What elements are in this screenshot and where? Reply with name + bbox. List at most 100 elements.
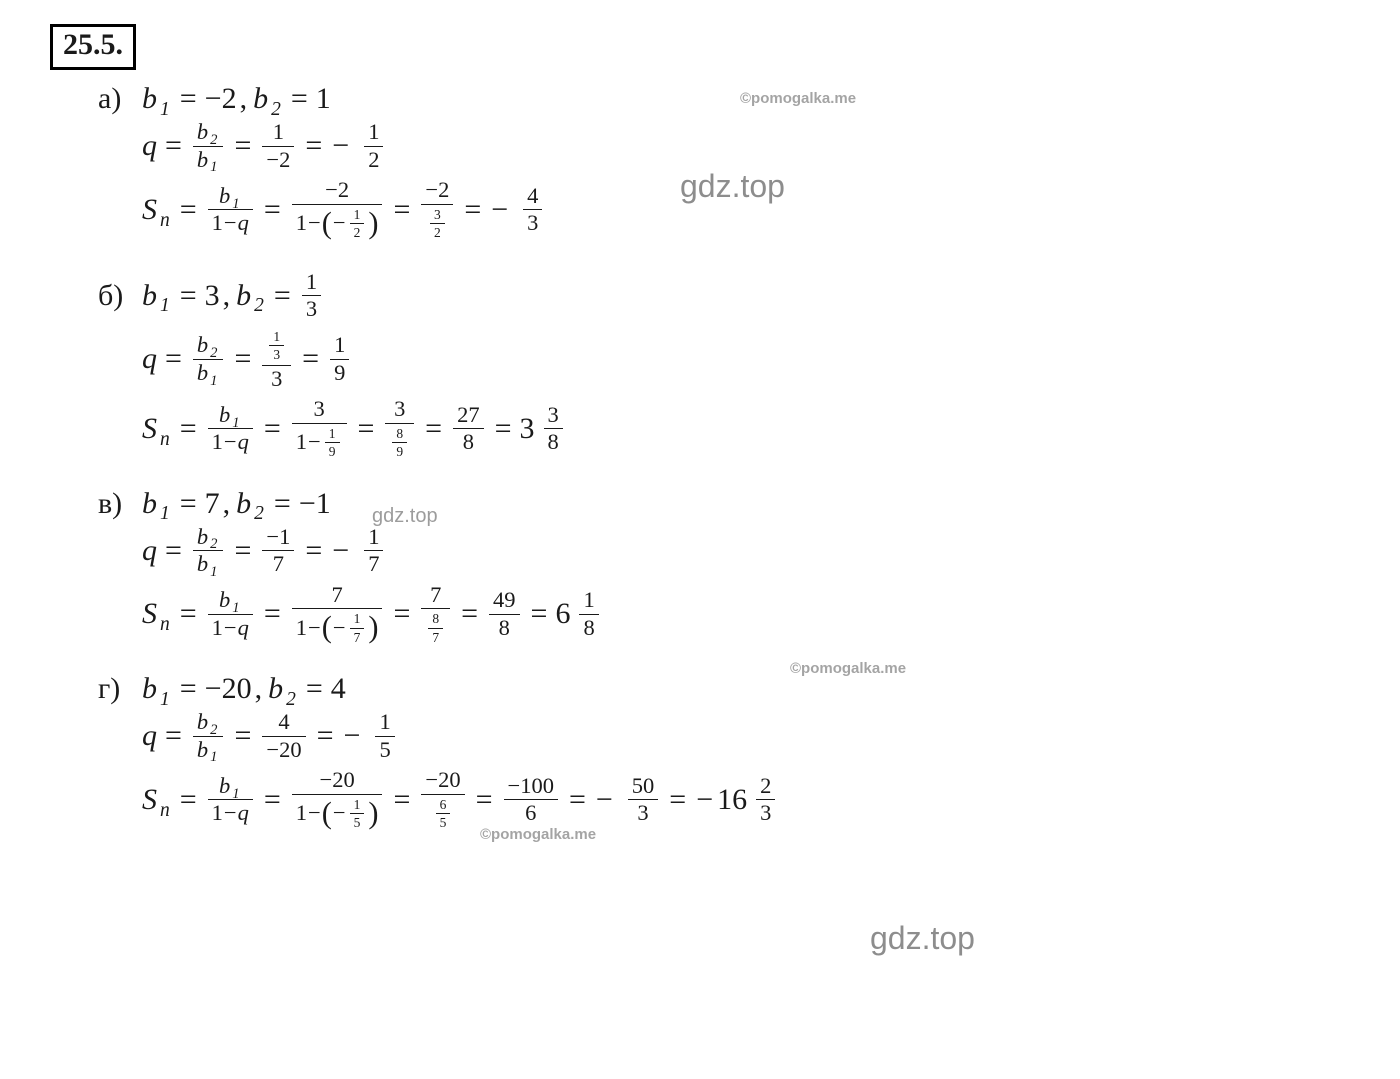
- one: 1: [212, 431, 223, 454]
- frac: 1 5: [375, 710, 394, 762]
- sub-n: n: [160, 801, 170, 821]
- frac-b2-b1: b2 b1: [193, 120, 224, 172]
- val: 7: [205, 489, 220, 519]
- equals: =: [476, 785, 493, 815]
- equals: =: [180, 674, 197, 704]
- den: 3: [302, 297, 321, 322]
- equals: =: [234, 721, 251, 751]
- problem-a-S: Sn = b1 1−q = −2 1− ( − 1: [98, 178, 1350, 242]
- frac-b1-1mq: b1 1−q: [208, 184, 253, 236]
- sym-b: b: [236, 489, 251, 519]
- den: 9: [325, 444, 340, 460]
- num: −1: [262, 525, 294, 550]
- den: 3: [269, 347, 284, 363]
- equals: =: [180, 785, 197, 815]
- val: 3: [205, 281, 220, 311]
- sym-S: S: [142, 785, 157, 815]
- sub: 2: [210, 537, 217, 552]
- den: 7: [364, 552, 383, 577]
- den: 7: [350, 630, 365, 646]
- minus: −: [224, 431, 237, 454]
- minus: −: [344, 721, 361, 751]
- frac: 4 −20: [262, 710, 305, 762]
- sub: 2: [210, 346, 217, 361]
- num: 1: [375, 710, 394, 735]
- comma: ,: [223, 489, 231, 519]
- den: 2: [364, 148, 383, 173]
- one: 1: [212, 212, 223, 235]
- frac: 8 7: [428, 611, 443, 645]
- equals: =: [165, 721, 182, 751]
- frac: 7 1− ( − 1 7 ): [292, 583, 383, 647]
- equals: =: [569, 785, 586, 815]
- equals: =: [234, 536, 251, 566]
- den: 8: [459, 430, 478, 455]
- minus: −: [596, 785, 613, 815]
- frac: 3 8: [544, 403, 563, 455]
- equals: =: [165, 344, 182, 374]
- equals: =: [180, 599, 197, 629]
- num: 1: [269, 120, 288, 145]
- paren-left: (: [322, 612, 332, 642]
- num: 1: [364, 120, 383, 145]
- num: 1: [350, 611, 365, 627]
- frac: 6 5: [436, 797, 451, 831]
- frac: 1 2: [350, 207, 365, 241]
- num: 3: [544, 403, 563, 428]
- problem-b-letter: б): [98, 281, 142, 311]
- problem-c: в) b1 = 7 , b2 = −1 q = b 2 b 1 =: [98, 489, 1350, 647]
- num: −100: [504, 774, 558, 799]
- sym-b: b: [197, 334, 208, 357]
- equals: =: [264, 414, 281, 444]
- num: 7: [426, 583, 445, 608]
- minus: −: [224, 617, 237, 640]
- sym-b: b: [268, 674, 283, 704]
- num: −2: [321, 178, 353, 203]
- sym-b: b: [219, 589, 230, 612]
- mixed-whole: 16: [717, 785, 747, 815]
- sym-b: b: [219, 185, 230, 208]
- num: 6: [436, 797, 451, 813]
- frac: −2 1− ( − 1 2 ): [292, 178, 383, 242]
- sub: 1: [232, 197, 239, 212]
- problem-d-given: г) b1 = −20 , b2 = 4: [98, 674, 1350, 704]
- sub-2: 2: [271, 100, 281, 120]
- frac: 1 3: [302, 270, 321, 322]
- equals: =: [306, 674, 323, 704]
- num: 1: [269, 329, 284, 345]
- frac: −1 7: [262, 525, 294, 577]
- sub-n: n: [160, 615, 170, 635]
- equals: =: [669, 785, 686, 815]
- den: 5: [375, 738, 394, 763]
- num: 4: [274, 710, 293, 735]
- paren-right: ): [368, 208, 378, 238]
- num: 2: [756, 774, 775, 799]
- page: { "heading": "25.5.", "watermarks": { "p…: [0, 0, 1400, 1079]
- frac: 3 2: [430, 207, 445, 241]
- den: 2: [430, 225, 445, 241]
- problem-b-q: q = b2 b1 = 1 3 3 =: [98, 328, 1350, 392]
- num: 50: [628, 774, 659, 799]
- num: 49: [489, 588, 520, 613]
- equals: =: [302, 344, 319, 374]
- sym-S: S: [142, 599, 157, 629]
- problem-number-box: 25.5.: [50, 24, 136, 70]
- sym-b: b: [197, 121, 208, 144]
- val: −20: [205, 674, 252, 704]
- equals: =: [461, 599, 478, 629]
- val: 4: [331, 674, 346, 704]
- num: 27: [453, 403, 484, 428]
- num: 7: [328, 583, 347, 608]
- equals: =: [358, 414, 375, 444]
- num: −20: [421, 768, 464, 793]
- one: 1: [296, 212, 307, 235]
- sym-q: q: [142, 536, 157, 566]
- minus: −: [308, 802, 321, 825]
- problem-c-given: в) b1 = 7 , b2 = −1: [98, 489, 1350, 519]
- frac: 49 8: [489, 588, 520, 640]
- equals: =: [165, 536, 182, 566]
- den: 3: [633, 801, 652, 826]
- sub: 1: [232, 416, 239, 431]
- frac: 1 5: [350, 797, 365, 831]
- sym-b: b: [142, 489, 157, 519]
